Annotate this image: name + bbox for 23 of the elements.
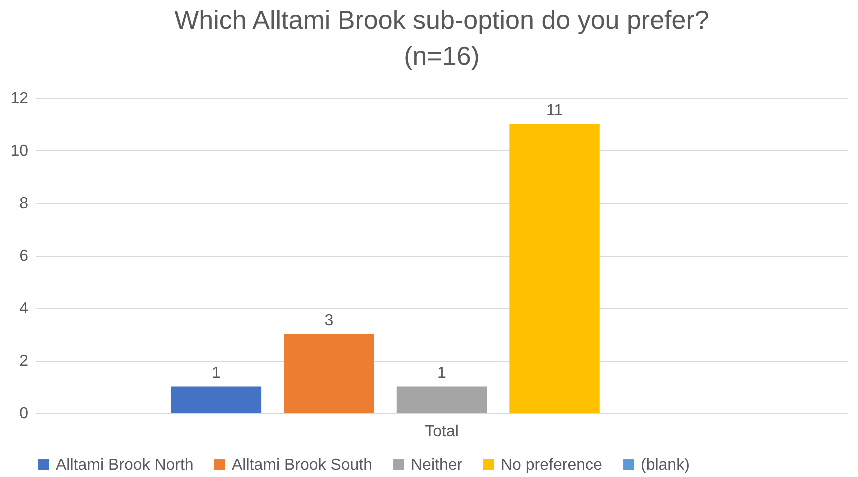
- y-tick-label: 0: [20, 406, 29, 422]
- y-tick-label: 2: [20, 353, 29, 370]
- data-label: 1: [212, 364, 221, 382]
- text: Which Alltami Brook sub-option do you prefer?: [174, 5, 710, 35]
- legend-label: Alltami Brook North: [56, 457, 194, 474]
- bar: [396, 386, 488, 413]
- bar: [171, 386, 262, 413]
- bar: [510, 124, 600, 413]
- legend-label: Alltami Brook South: [232, 457, 373, 474]
- legend-label: No preference: [501, 457, 602, 474]
- y-tick-label: 6: [20, 248, 29, 265]
- legend-label: Neither: [411, 457, 464, 474]
- data-label: 3: [324, 312, 334, 330]
- text: (n=16): [404, 41, 480, 71]
- legend-label: (blank): [641, 457, 690, 474]
- y-tick-label: 12: [10, 90, 29, 108]
- y-tick-label: 8: [20, 196, 29, 212]
- data-label: 11: [546, 102, 564, 120]
- x-tick-label: Total: [425, 424, 459, 440]
- bar: [284, 334, 374, 413]
- y-tick-label: 4: [20, 300, 29, 318]
- data-label: 1: [438, 364, 447, 382]
- y-tick-label: 10: [10, 143, 29, 160]
